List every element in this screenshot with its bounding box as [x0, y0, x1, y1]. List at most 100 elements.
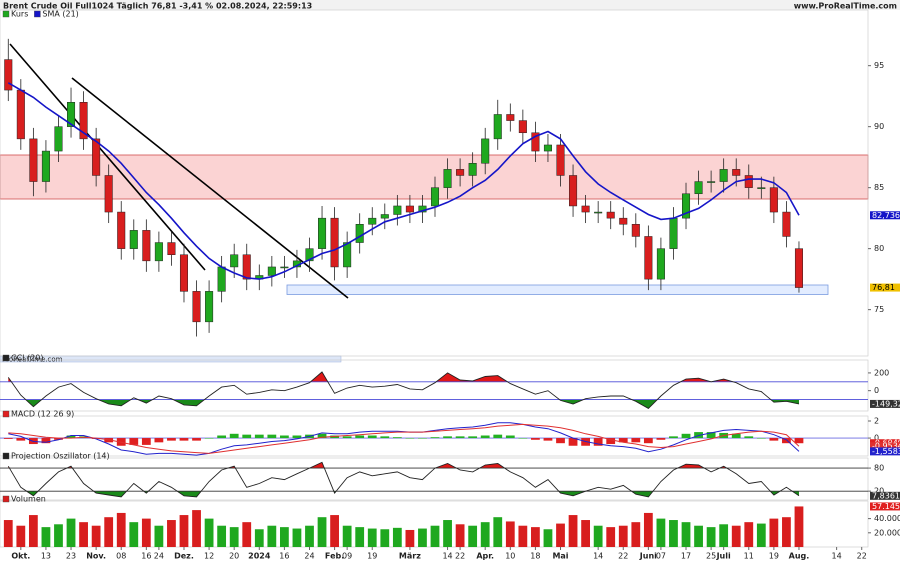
volume-bar [167, 520, 176, 547]
histogram-bar [493, 434, 503, 439]
histogram-bar [731, 433, 741, 439]
volume-bar [656, 518, 666, 547]
source: www.ProRealTime.com [794, 2, 897, 11]
y-tick-label: 95 [874, 61, 884, 70]
x-tick-label: Apr. [476, 552, 494, 561]
histogram-bar [756, 438, 766, 439]
candle-body [757, 187, 766, 189]
candle-body [179, 254, 189, 292]
x-tick-label: Juni [639, 552, 657, 561]
volume-bar [267, 525, 277, 547]
histogram-bar [279, 435, 289, 439]
volume-bar [769, 518, 779, 547]
volume-bar [305, 525, 314, 547]
volume-bar [543, 529, 553, 547]
candle-body [782, 211, 791, 237]
histogram-bar [267, 434, 277, 439]
volume-bar [731, 525, 741, 547]
x-tick-label: März [399, 552, 421, 561]
candle-body [267, 266, 276, 276]
candle-body [92, 138, 101, 176]
x-tick-label: 22 [857, 552, 867, 561]
panel-frame [0, 415, 869, 457]
histogram-bar [531, 438, 540, 440]
oscillator-line [7, 461, 800, 498]
candle-body [380, 214, 389, 219]
volume-bar [355, 527, 365, 547]
volume-bar [41, 527, 51, 547]
volume-bar [367, 528, 377, 547]
support-zone [286, 284, 829, 295]
legend-label: Projection Oszillator (14) [11, 452, 110, 461]
volume-bar [493, 517, 503, 547]
candle-body [456, 169, 465, 176]
candle-body [29, 138, 38, 182]
histogram-bar [669, 436, 678, 439]
candle-body [669, 217, 678, 249]
histogram-bar [782, 438, 791, 444]
x-tick-label: 24 [154, 552, 164, 561]
legend-label: CCI (20) [11, 354, 44, 363]
candle-body [79, 102, 88, 140]
x-tick-label: 23 [66, 552, 76, 561]
volume-bar [279, 527, 289, 547]
volume-bar [531, 527, 540, 547]
value-marker [870, 283, 900, 292]
candle-body [305, 248, 314, 262]
histogram-bar [242, 434, 252, 439]
value-marker-label: 7,8361 [872, 491, 900, 500]
volume-bar [694, 525, 703, 547]
volume-bar [330, 515, 339, 547]
histogram-bar [418, 438, 427, 439]
histogram-bar [141, 438, 151, 445]
candle-body [280, 266, 289, 269]
candle-body [117, 211, 126, 249]
value-marker-label: -149,32 [872, 399, 900, 408]
watermark: ProRealTime.com [2, 356, 63, 364]
histogram-bar [643, 438, 653, 444]
volume-bar [91, 525, 101, 547]
histogram-bar [556, 438, 565, 444]
candle-body [430, 187, 440, 207]
x-tick-label: 22 [455, 552, 465, 561]
volume-bar [706, 527, 716, 547]
histogram-bar [706, 432, 716, 439]
legend-label: Volumen [11, 495, 46, 504]
volume-bar [643, 512, 653, 547]
histogram-bar [229, 433, 239, 439]
x-tick-label: 16 [141, 552, 151, 561]
x-tick-label: 24 [304, 552, 314, 561]
histogram-bar [568, 438, 578, 446]
histogram-bar [204, 438, 214, 439]
candle-body [594, 211, 603, 214]
legend-swatch [2, 495, 10, 503]
candle-body [104, 175, 113, 213]
volume-bar [593, 525, 603, 547]
value-marker-label: -0,9534 [872, 442, 900, 451]
histogram-bar [3, 438, 13, 439]
histogram-bar [631, 438, 641, 443]
candle-body [518, 120, 527, 134]
candle-body [606, 211, 615, 219]
x-tick-label: 18 [530, 552, 540, 561]
volume-bar [54, 524, 63, 547]
value-marker-label: 82,736 [872, 211, 900, 220]
value-marker [870, 491, 900, 500]
histogram-bar [794, 438, 804, 444]
volume-bar [719, 524, 729, 547]
volume-bar [192, 510, 201, 547]
volume-bar [418, 528, 427, 547]
legend-swatch [2, 452, 10, 460]
candle-body [719, 169, 728, 182]
legend-swatch [2, 354, 10, 362]
volume-bar [631, 522, 641, 547]
volume-bar [28, 515, 38, 547]
candle-body [154, 242, 163, 262]
value-marker-label: 57.145 [872, 502, 900, 511]
value-marker [870, 399, 900, 408]
x-tick-label: 12 [204, 552, 214, 561]
volume-bar [681, 522, 691, 547]
candle-body [732, 169, 741, 176]
